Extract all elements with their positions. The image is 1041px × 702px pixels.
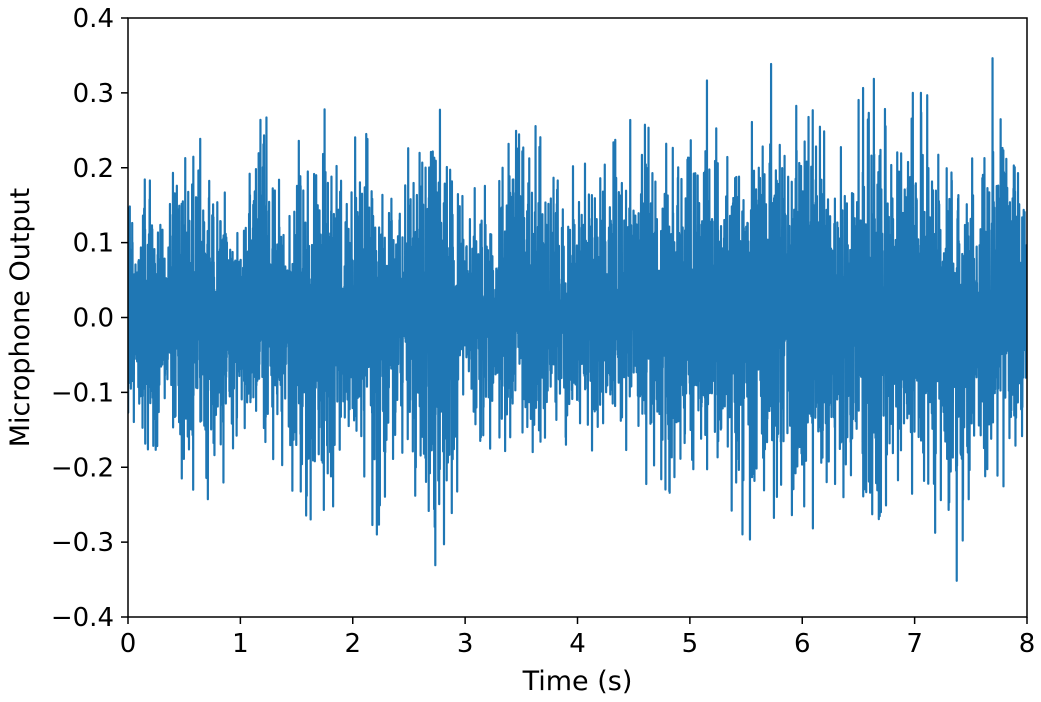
x-tick-label: 0 (120, 629, 137, 659)
waveform-line (128, 57, 1027, 582)
y-tick-label: 0.0 (73, 304, 114, 334)
plot-area (128, 57, 1027, 582)
x-axis-label: Time (s) (522, 666, 633, 697)
x-axis: 0 1 2 3 4 5 6 7 8 (120, 617, 1036, 659)
x-tick-label: 8 (1019, 629, 1036, 659)
y-tick-label: 0.1 (73, 229, 114, 259)
y-tick-label: 0.2 (73, 154, 114, 184)
y-tick-label: 0.4 (73, 4, 114, 34)
y-axis-label: Microphone Output (5, 188, 36, 448)
y-axis: −0.4 −0.3 −0.2 −0.1 0.0 0.1 0.2 0.3 0.4 (51, 4, 128, 633)
x-tick-label: 7 (906, 629, 923, 659)
y-tick-label: −0.3 (51, 528, 114, 558)
y-tick-label: −0.1 (51, 378, 114, 408)
x-tick-label: 4 (569, 629, 586, 659)
y-tick-label: −0.4 (51, 603, 114, 633)
y-tick-label: −0.2 (51, 453, 114, 483)
x-tick-label: 2 (344, 629, 361, 659)
x-tick-label: 3 (457, 629, 474, 659)
x-tick-label: 6 (794, 629, 811, 659)
x-tick-label: 1 (232, 629, 249, 659)
x-tick-label: 5 (682, 629, 699, 659)
y-tick-label: 0.3 (73, 79, 114, 109)
